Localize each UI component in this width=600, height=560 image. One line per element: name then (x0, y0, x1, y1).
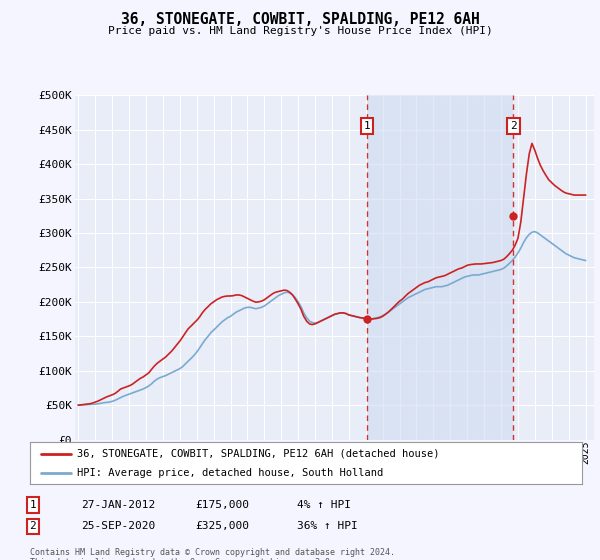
Text: £325,000: £325,000 (195, 521, 249, 531)
Text: 25-SEP-2020: 25-SEP-2020 (81, 521, 155, 531)
Bar (367, 95, 514, 440)
Text: Contains HM Land Registry data © Crown copyright and database right 2024.
This d: Contains HM Land Registry data © Crown c… (30, 548, 395, 560)
Text: 36, STONEGATE, COWBIT, SPALDING, PE12 6AH: 36, STONEGATE, COWBIT, SPALDING, PE12 6A… (121, 12, 479, 27)
Text: Price paid vs. HM Land Registry's House Price Index (HPI): Price paid vs. HM Land Registry's House … (107, 26, 493, 36)
Text: £175,000: £175,000 (195, 500, 249, 510)
Text: 2: 2 (510, 121, 517, 131)
Text: 1: 1 (29, 500, 37, 510)
Text: 2: 2 (29, 521, 37, 531)
Text: 1: 1 (364, 121, 370, 131)
Text: 4% ↑ HPI: 4% ↑ HPI (297, 500, 351, 510)
Text: HPI: Average price, detached house, South Holland: HPI: Average price, detached house, Sout… (77, 468, 383, 478)
Text: 36, STONEGATE, COWBIT, SPALDING, PE12 6AH (detached house): 36, STONEGATE, COWBIT, SPALDING, PE12 6A… (77, 449, 439, 459)
Text: 27-JAN-2012: 27-JAN-2012 (81, 500, 155, 510)
Text: 36% ↑ HPI: 36% ↑ HPI (297, 521, 358, 531)
